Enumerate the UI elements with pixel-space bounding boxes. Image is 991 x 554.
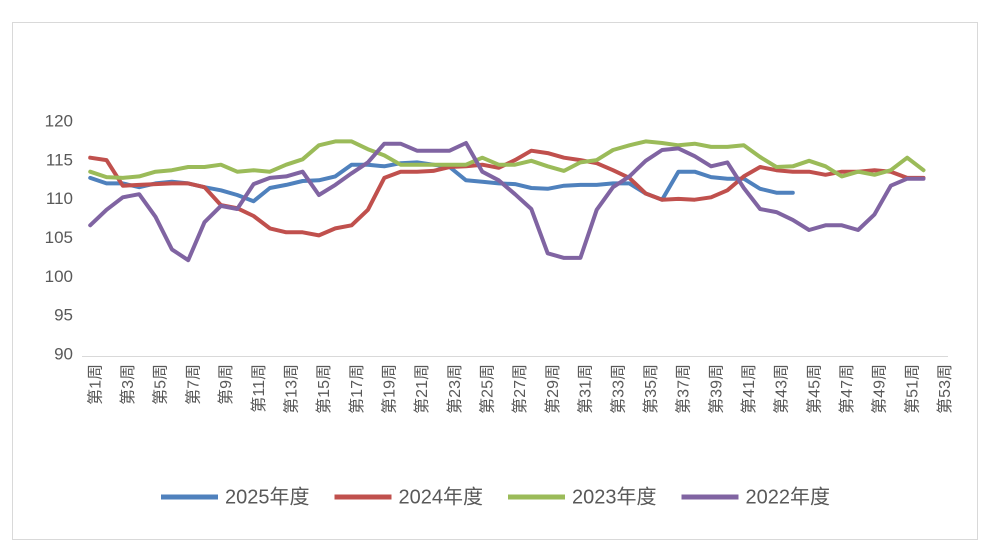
x-tick-label: 第25周	[479, 364, 497, 414]
x-tick-label: 第7周	[184, 364, 202, 405]
x-tick-label: 第23周	[446, 364, 464, 414]
y-tick-label: 90	[54, 344, 73, 363]
x-tick-label: 第17周	[348, 364, 366, 414]
legend-label: 2025年度	[225, 485, 310, 508]
y-tick-label: 115	[46, 150, 73, 169]
series-line	[88, 139, 926, 180]
series-line	[88, 141, 926, 263]
x-tick-label: 第33周	[609, 364, 627, 414]
x-tick-label: 第29周	[544, 364, 562, 414]
x-tick-label: 第21周	[413, 364, 431, 414]
x-tick-label: 第49周	[871, 364, 889, 414]
legend-label: 2024年度	[399, 485, 484, 508]
legend-label: 2022年度	[746, 485, 831, 508]
x-tick-label: 第43周	[773, 364, 791, 414]
x-tick-label: 第47周	[838, 364, 856, 414]
x-tick-label: 第39周	[707, 364, 725, 414]
x-tick-label: 第9周	[217, 364, 235, 405]
x-tick-label: 第3周	[119, 364, 137, 405]
x-tick-label: 第35周	[642, 364, 660, 414]
x-tick-label: 第51周	[903, 364, 921, 414]
x-tick-label: 第41周	[740, 364, 758, 414]
x-tick-label: 第27周	[511, 364, 529, 414]
x-tick-label: 第5周	[152, 364, 170, 405]
y-tick-label: 120	[45, 111, 73, 130]
x-tick-label: 第53周	[936, 364, 954, 414]
x-tick-label: 第11周	[250, 364, 268, 413]
y-tick-label: 100	[45, 267, 73, 286]
x-tick-label: 第37周	[675, 364, 693, 414]
y-tick-label: 110	[46, 189, 73, 208]
x-tick-label: 第45周	[805, 364, 823, 414]
x-tick-label: 第15周	[315, 364, 333, 414]
x-tick-label: 第19周	[381, 364, 399, 414]
x-tick-label: 第1周	[86, 364, 104, 405]
y-tick-label: 95	[54, 306, 73, 325]
x-tick-label: 第31周	[577, 364, 595, 414]
y-tick-label: 105	[45, 228, 73, 247]
legend-label: 2023年度	[572, 485, 657, 508]
chart-border	[12, 22, 978, 540]
x-tick-label: 第13周	[282, 364, 300, 414]
